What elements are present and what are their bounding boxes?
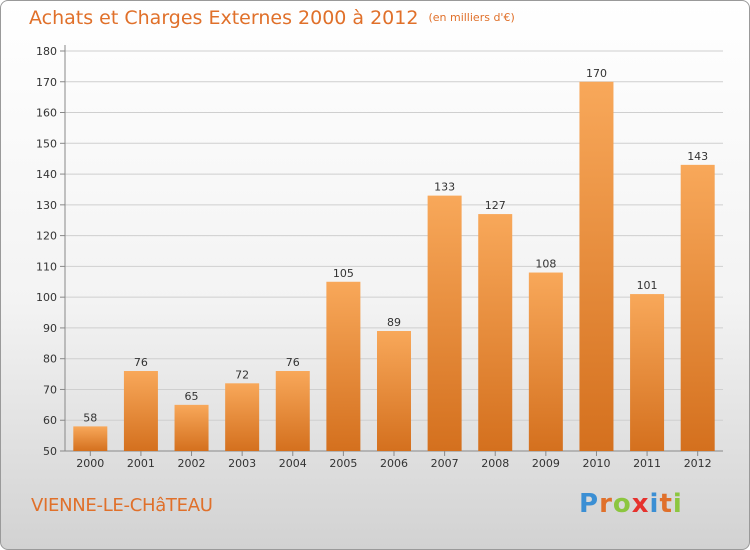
bar-2008 [478,214,513,451]
x-tick-label: 2004 [279,457,307,470]
commune-name: VIENNE-LE-CHâTEAU [31,495,213,516]
y-tick-label: 60 [43,414,57,427]
y-tick-label: 70 [43,383,57,396]
y-tick-label: 100 [36,291,57,304]
y-tick-label: 50 [43,445,57,458]
data-label: 170 [586,67,607,80]
data-label: 76 [134,356,148,369]
chart-subtitle: (en milliers d'€) [428,11,515,24]
logo-letter: t [659,489,673,519]
data-label: 143 [687,150,708,163]
x-tick-label: 2001 [127,457,155,470]
data-label: 105 [333,267,354,280]
data-label: 65 [185,390,199,403]
y-tick-label: 80 [43,353,57,366]
y-tick-label: 130 [36,199,57,212]
y-tick-label: 110 [36,260,57,273]
bar-2012 [680,164,715,451]
bar-2007 [427,195,462,451]
logo-letter: o [612,489,632,519]
y-tick-label: 120 [36,230,57,243]
data-labels: 58 76 65 72 76 105 89 133 127 108 170 101 143 [83,67,708,425]
bar-2004 [275,371,310,451]
y-tick-label: 140 [36,168,57,181]
x-tick-label: 2005 [329,457,357,470]
y-tick-label: 150 [36,137,57,150]
x-tick-label: 2007 [431,457,459,470]
y-tick-label: 170 [36,76,57,89]
x-tick-label: 2003 [228,457,256,470]
data-label: 127 [485,199,506,212]
bar-2002 [174,404,209,451]
x-tick-label: 2011 [633,457,661,470]
logo-letter: i [649,489,660,519]
chart-title: Achats et Charges Externes 2000 à 2012 (e… [29,7,515,29]
data-label: 58 [83,411,97,424]
x-tick-label: 2006 [380,457,408,470]
bar-2001 [123,371,158,451]
x-tick-label: 2012 [684,457,712,470]
logo-letter: P [579,489,600,519]
data-label: 133 [434,181,455,194]
x-tick-label: 2002 [178,457,206,470]
bar-2011 [630,294,665,451]
x-tick-label: 2009 [532,457,560,470]
bar-2003 [225,383,260,451]
data-label: 76 [286,356,300,369]
logo-letter: x [631,489,650,519]
data-label: 89 [387,316,401,329]
bar-2005 [326,281,361,451]
logo-letter: r [599,489,613,519]
logo-letter: i [672,489,683,519]
chart-title-text: Achats et Charges Externes 2000 à 2012 [29,7,419,29]
y-tick-label: 160 [36,107,57,120]
bar-2006 [377,331,411,451]
bar-2000 [73,426,108,451]
y-tick-label: 90 [43,322,57,335]
data-label: 72 [235,368,249,381]
data-label: 108 [535,258,556,271]
data-label: 101 [637,279,658,292]
x-tick-label: 2000 [76,457,104,470]
proxiti-logo[interactable]: Proxiti [579,489,683,519]
y-tick-label: 180 [36,45,57,58]
x-tick-label: 2008 [481,457,509,470]
bar-2009 [528,272,563,451]
bars [73,81,715,452]
bar-2010 [579,81,614,452]
x-tick-label: 2010 [582,457,610,470]
